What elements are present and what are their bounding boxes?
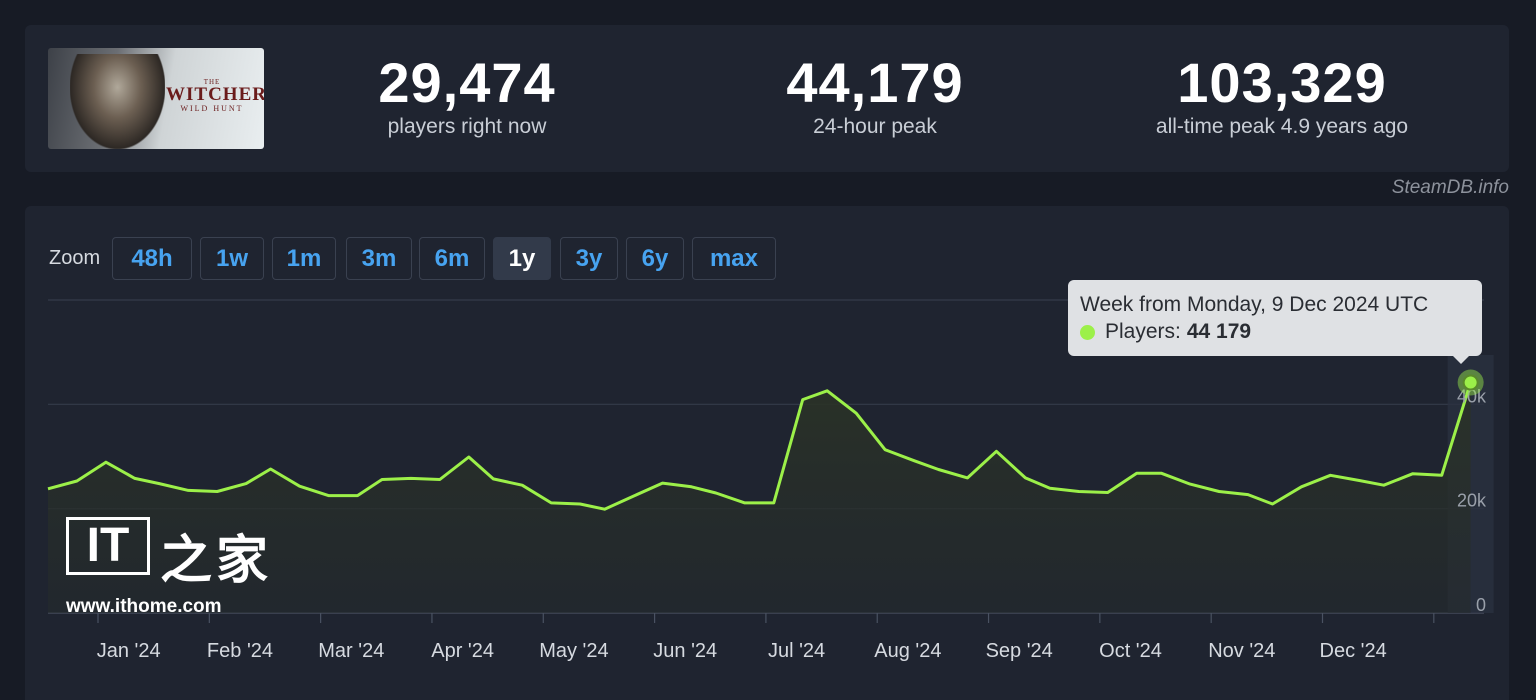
x-tick-label: Sep '24 (986, 640, 1053, 662)
game-logo-title: WITCHER (166, 84, 264, 105)
ithome-cn-text: 之家 (160, 530, 273, 591)
zoom-1w-button[interactable]: 1w (200, 237, 264, 280)
zoom-3m-button[interactable]: 3m (346, 237, 412, 280)
zoom-3y-button[interactable]: 3y (560, 237, 618, 280)
tooltip-arrow-icon (1452, 355, 1470, 364)
x-tick-label: Apr '24 (431, 640, 494, 662)
current-players-label: players right now (387, 115, 547, 138)
x-tick-label: May '24 (539, 640, 608, 662)
zoom-48h-button[interactable]: 48h (112, 237, 192, 280)
x-tick-label: Jun '24 (653, 640, 717, 662)
zoom-label: Zoom (49, 247, 101, 269)
x-tick-label: Aug '24 (874, 640, 941, 662)
x-tick-label: Jul '24 (768, 640, 825, 662)
zoom-1y-button[interactable]: 1y (493, 237, 551, 280)
stat-24h-peak: 44,179 24-hour peak (715, 53, 1035, 139)
game-thumbnail[interactable]: THE WITCHER WILD HUNT (48, 48, 264, 149)
zoom-1m-button[interactable]: 1m (272, 237, 336, 280)
x-tick-label: Feb '24 (207, 640, 273, 662)
stat-alltime-peak: 103,329 all-time peak 4.9 years ago (1122, 53, 1442, 139)
tooltip-title: Week from Monday, 9 Dec 2024 UTC (1080, 293, 1429, 316)
tooltip-series-label: Players: (1105, 320, 1181, 343)
tooltip-series-row: Players: 44 179 (1080, 318, 1470, 346)
x-tick-label: Jan '24 (97, 640, 161, 662)
ithome-logo: IT (66, 517, 152, 587)
stats-card: THE WITCHER WILD HUNT 29,474 players rig… (25, 25, 1509, 172)
game-logo-the: THE (203, 78, 221, 86)
zoom-max-button[interactable]: max (692, 237, 776, 280)
x-tick-label: Nov '24 (1208, 640, 1275, 662)
x-tick-label: Dec '24 (1320, 640, 1387, 662)
x-tick-label: Oct '24 (1099, 640, 1162, 662)
current-players-value: 29,474 (378, 51, 556, 114)
y-axis-ticks: 0 20k 40k (1457, 386, 1487, 615)
y-tick-label: 20k (1457, 491, 1487, 511)
series-line (47, 382, 1473, 511)
zoom-6y-button[interactable]: 6y (626, 237, 684, 280)
x-axis-ticks: Jan '24 Feb '24 Mar '24 Apr '24 May '24 Jun '… (97, 613, 1435, 662)
chart-tooltip: Week from Monday, 9 Dec 2024 UTC Players… (1068, 280, 1482, 356)
x-tick-label: Mar '24 (318, 640, 384, 662)
tooltip-value: 44 179 (1186, 320, 1252, 343)
ithome-logo-box: IT (66, 517, 150, 575)
y-tick-label: 0 (1476, 595, 1486, 615)
zoom-6m-button[interactable]: 6m (419, 237, 485, 280)
hover-point[interactable] (1462, 374, 1479, 391)
peak-24h-value: 44,179 (786, 51, 964, 114)
alltime-peak-label: all-time peak 4.9 years ago (1155, 115, 1409, 138)
alltime-peak-value: 103,329 (1177, 51, 1387, 114)
ithome-url: www.ithome.com (66, 596, 222, 617)
stat-current: 29,474 players right now (307, 53, 627, 139)
game-logo: THE WITCHER WILD HUNT (166, 78, 264, 113)
game-character-image (70, 54, 165, 149)
steamdb-watermark[interactable]: SteamDB.info (1391, 177, 1509, 198)
series-dot-icon (1080, 324, 1095, 340)
series-area (48, 382, 1471, 613)
y-tick-label: 40k (1457, 386, 1487, 406)
peak-24h-label: 24-hour peak (813, 115, 937, 138)
game-logo-subtitle: WILD HUNT (180, 104, 244, 113)
